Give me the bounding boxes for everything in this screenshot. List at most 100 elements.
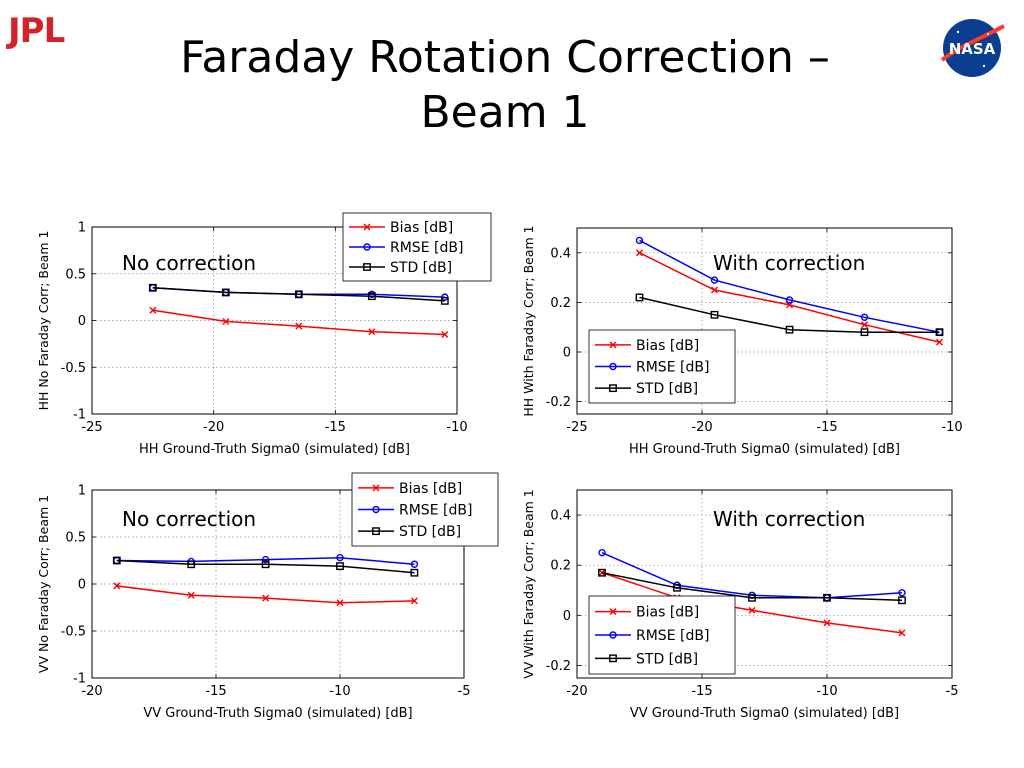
x-tick-label: -20 (203, 420, 224, 435)
page-title: Faraday Rotation Correction – Beam 1 (120, 30, 890, 140)
x-axis-label: HH Ground-Truth Sigma0 (simulated) [dB] (139, 442, 410, 457)
x-tick-label: -25 (566, 420, 587, 435)
data-point-rmse (785, 296, 794, 304)
data-point-bias (711, 286, 718, 294)
legend-marker-std (363, 263, 371, 271)
legend-label-rmse: RMSE [dB] (390, 240, 463, 256)
legend-label-rmse: RMSE [dB] (636, 360, 709, 376)
y-axis-label: HH With Faraday Corr; Beam 1 (521, 225, 536, 416)
y-tick-label: 0 (563, 346, 571, 361)
y-tick-label: -0.5 (61, 625, 86, 640)
x-axis-label: HH Ground-Truth Sigma0 (simulated) [dB] (629, 442, 900, 457)
data-point-std (221, 288, 230, 297)
x-tick-label: -15 (691, 684, 712, 699)
series-line-std (152, 287, 445, 302)
y-tick-label: 0.4 (550, 509, 571, 524)
y-axis-label: VV No Faraday Corr; Beam 1 (36, 495, 51, 673)
x-tick-label: -15 (325, 420, 346, 435)
nasa-logo-swoosh (940, 24, 1005, 62)
data-point-std (148, 283, 157, 292)
legend-label-bias: Bias [dB] (636, 338, 699, 354)
data-point-bias (441, 331, 449, 339)
y-tick-label: 0.5 (65, 267, 86, 282)
data-point-std (598, 568, 606, 577)
legend-marker-bias (609, 341, 617, 349)
legend-label-std: STD [dB] (399, 524, 461, 540)
data-point-bias (823, 619, 831, 627)
x-tick-label: -10 (816, 684, 837, 699)
data-point-bias (861, 321, 868, 329)
x-tick-label: -10 (329, 684, 350, 699)
data-point-std (898, 596, 906, 605)
data-point-bias (295, 322, 303, 330)
legend-label-std: STD [dB] (636, 651, 698, 667)
data-point-rmse (261, 555, 270, 564)
series-line-std (116, 559, 415, 574)
data-point-rmse (710, 276, 719, 284)
data-point-std (187, 560, 196, 569)
data-point-bias (262, 594, 270, 602)
legend: Bias [dB] RMSE [dB] STD [dB] (588, 595, 736, 675)
y-tick-label: -0.2 (546, 659, 571, 674)
plot-frame (576, 227, 953, 415)
plot-frame (91, 489, 465, 679)
legend-marker-rmse (609, 362, 617, 371)
data-point-bias (898, 629, 906, 637)
data-point-rmse (898, 589, 906, 597)
y-tick-label: 0.4 (550, 246, 571, 261)
data-point-bias (187, 591, 195, 599)
legend-label-std: STD [dB] (636, 381, 698, 397)
legend-marker-rmse (363, 243, 371, 251)
legend-label-std: STD [dB] (390, 260, 452, 276)
data-point-std (860, 328, 869, 337)
legend-label-bias: Bias [dB] (399, 481, 462, 497)
data-point-bias (149, 306, 157, 314)
y-tick-label: 1 (78, 484, 86, 499)
legend-marker-bias (609, 608, 617, 616)
legend-marker-bias (372, 484, 380, 492)
data-point-std (112, 556, 121, 565)
page-title-line2: Beam 1 (420, 87, 590, 138)
y-tick-label: -0.2 (546, 395, 571, 410)
y-axis-label: HH No Faraday Corr; Beam 1 (36, 231, 51, 411)
y-tick-label: 0 (563, 609, 571, 624)
data-point-rmse (860, 313, 869, 321)
chart-annotation: No correction (122, 507, 256, 531)
legend: Bias [dB] RMSE [dB] STD [dB] (588, 329, 736, 404)
y-tick-label: 0 (78, 314, 86, 329)
y-tick-label: -1 (73, 408, 86, 423)
x-tick-label: -10 (446, 420, 467, 435)
data-point-bias (410, 597, 418, 605)
x-tick-label: -20 (81, 684, 102, 699)
plot-frame (576, 489, 953, 679)
data-point-rmse (635, 236, 644, 245)
legend-marker-rmse (372, 505, 380, 514)
data-point-std (294, 290, 303, 299)
legend-label-rmse: RMSE [dB] (399, 503, 472, 519)
series-line-rmse (601, 552, 903, 599)
chart-vv-with: -20 -15 -10 -5 -0.2 0 0.2 0.4 VV Ground-Truth Si… (521, 489, 958, 721)
data-point-std (410, 568, 419, 577)
data-point-bias (113, 582, 121, 590)
x-tick-label: -15 (205, 684, 226, 699)
nasa-logo-text: NASA (949, 40, 996, 58)
jpl-logo: JPL (8, 11, 65, 51)
legend-label-bias: Bias [dB] (636, 605, 699, 621)
legend-label-bias: Bias [dB] (390, 220, 453, 236)
data-point-std (635, 293, 644, 302)
x-tick-label: -5 (946, 684, 959, 699)
data-point-std (785, 325, 794, 334)
data-point-std (440, 296, 449, 305)
series-line-rmse (639, 239, 940, 333)
legend: Bias [dB] RMSE [dB] STD [dB] (351, 472, 499, 547)
y-tick-label: -0.5 (61, 361, 86, 376)
data-point-bias (636, 249, 643, 257)
x-tick-label: -20 (691, 420, 712, 435)
legend-marker-std (609, 384, 617, 393)
chart-annotation: With correction (713, 251, 865, 275)
chart-hh-no: -25 -20 -15 -10 -1 -0.5 0 0.5 1 HH Ground-Truth S… (36, 212, 492, 457)
plot-frame (91, 226, 458, 415)
x-tick-label: -15 (816, 420, 837, 435)
y-axis-label: VV With Faraday Corr; Beam 1 (521, 489, 536, 679)
